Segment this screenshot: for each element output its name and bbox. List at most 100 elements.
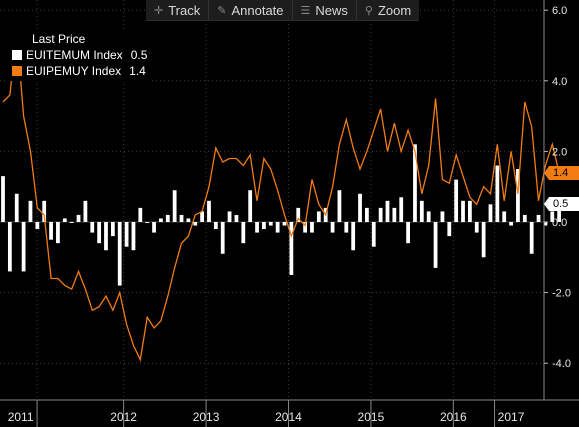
bar [159,218,163,222]
bar [275,222,280,233]
bar [200,211,205,222]
bar [186,218,191,222]
bar [227,211,232,222]
bar [14,193,19,222]
x-tick-label: 2011 [8,410,34,424]
legend-swatch-orange [12,66,22,76]
bar [303,222,307,233]
y-tick-label: 6.0 [552,5,567,17]
bar [454,179,459,222]
line-series-layer [2,31,560,362]
bar [385,200,390,222]
magnifier-icon: ⚲ [364,3,373,17]
bar [488,204,493,222]
bar [461,200,465,222]
legend-title: Last Price [32,32,86,46]
bar [7,222,12,272]
pencil-icon: ✎ [217,3,227,17]
bar [426,211,431,222]
bar [440,211,445,222]
legend-series-value: 0.5 [130,48,148,62]
bar [316,211,321,222]
x-tick-label: 2013 [193,410,220,424]
y-tick-label: 2.0 [552,146,567,158]
bar [172,190,177,222]
bar-series-layer [1,144,562,286]
bar [56,222,60,244]
zoom-button[interactable]: ⚲ Zoom [357,0,419,20]
bar [419,200,424,222]
bar [138,207,143,222]
bar [296,207,301,222]
bar [220,222,225,254]
bar [474,222,479,233]
bar [1,176,5,222]
bar [557,204,562,222]
legend-entry-euipemuy[interactable]: EUIPEMUY Index 1.4 [12,63,147,79]
bar [282,222,287,226]
bar [207,200,211,222]
news-icon: ☰ [300,3,311,17]
bar [351,222,356,251]
bar [337,190,342,222]
bar [248,190,253,222]
bar [392,207,397,222]
bar [378,207,383,222]
bar [522,214,527,222]
news-label: News [315,2,348,18]
bar [399,197,404,222]
last-value-badge-white: 0.5 [544,197,579,211]
bar [49,222,53,240]
bar [145,222,150,223]
x-tick-label: 2017 [498,410,525,424]
annotate-label: Annotate [231,2,284,18]
legend-entry-euitemum[interactable]: EUITEMUM Index 0.5 [12,47,147,63]
bar [97,222,102,244]
news-button[interactable]: ☰ News [293,0,357,20]
bar [550,211,555,222]
bar [371,222,376,247]
y-tick-label: -2.0 [552,288,571,300]
bar [179,214,184,222]
bar [234,214,239,222]
bar [241,222,246,244]
y-tick-label: 4.0 [552,76,567,88]
bar [543,222,548,226]
bar [42,200,47,222]
bar [502,211,507,222]
bar [213,222,218,230]
bar [104,222,108,251]
bar [358,193,362,222]
bar [193,222,198,226]
bar [69,222,74,223]
bar [509,222,513,226]
bar [28,200,33,222]
bar [413,144,417,222]
y-tick-label: -4.0 [552,358,571,370]
bar [62,218,67,222]
track-label: Track [168,2,201,18]
bar [433,222,438,268]
bar [268,222,273,226]
bar [495,165,500,222]
y-tick-label: 0.0 [552,217,567,229]
chart-toolbar: ✛ Track ✎ Annotate ☰ News ⚲ Zoom [146,0,420,21]
bar [83,200,88,222]
bar [35,222,40,230]
legend-series-value: 1.4 [129,64,146,78]
bar [124,222,129,247]
bar [110,222,115,237]
track-button[interactable]: ✛ Track [146,0,210,20]
legend-series-name: EUITEMUM Index [26,48,123,62]
annotate-button[interactable]: ✎ Annotate [209,0,293,20]
zoom-label: Zoom [377,2,412,18]
bar [447,222,452,237]
series-line [2,31,560,362]
bar [165,214,170,222]
chart-legend: Last Price EUITEMUM Index 0.5 EUIPEMUY I… [8,29,152,81]
bar [365,207,369,222]
x-tick-label: 2015 [358,410,385,424]
x-tick-label: 2012 [110,410,137,424]
x-tick-label: 2014 [275,410,302,424]
bar [131,222,136,251]
